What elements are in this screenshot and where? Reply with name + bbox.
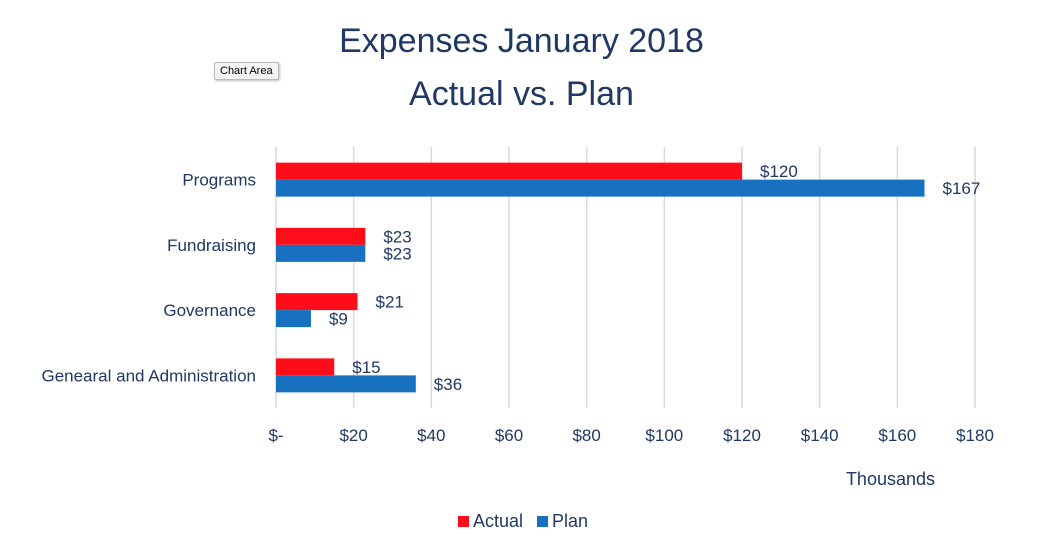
chart-title-line-1: Expenses January 2018 [339,22,704,60]
bar-plan [276,179,925,197]
legend-label-plan: Plan [552,511,588,531]
chart-area-tooltip: Chart Area [214,62,279,80]
x-tick-label: $80 [572,426,600,445]
x-tick-label: $40 [417,426,445,445]
x-axis-title: Thousands [846,469,935,489]
data-label: $23 [383,244,411,263]
data-label: $15 [352,358,380,377]
data-label: $9 [329,310,348,329]
bar-actual [276,293,358,311]
legend-swatch-actual [458,516,469,527]
legend-label-actual: Actual [473,511,523,531]
x-tick-label: $160 [878,426,916,445]
bar-plan [276,310,311,328]
data-label: $21 [376,293,404,312]
data-label: $23 [383,227,411,246]
x-tick-label: $120 [723,426,761,445]
x-tick-label: $100 [645,426,683,445]
x-tick-label: $180 [956,426,994,445]
y-category-label: Fundraising [167,236,256,255]
bar-actual [276,227,366,245]
data-label: $120 [760,162,798,181]
bar-actual [276,162,742,180]
y-category-label: Programs [182,171,256,190]
bar-actual [276,358,335,376]
y-category-label: Governance [163,301,256,320]
x-tick-label: $140 [801,426,839,445]
bar-plan [276,375,416,393]
bar-plan [276,244,366,262]
x-tick-label: $20 [339,426,367,445]
data-label: $167 [943,179,981,198]
legend-swatch-plan [537,516,549,527]
data-label: $36 [434,375,462,394]
x-tick-label: $60 [495,426,523,445]
x-tick-label: $- [268,426,283,445]
y-category-label: Genearal and Administration [41,366,256,385]
chart-title-line-2: Actual vs. Plan [409,75,634,113]
